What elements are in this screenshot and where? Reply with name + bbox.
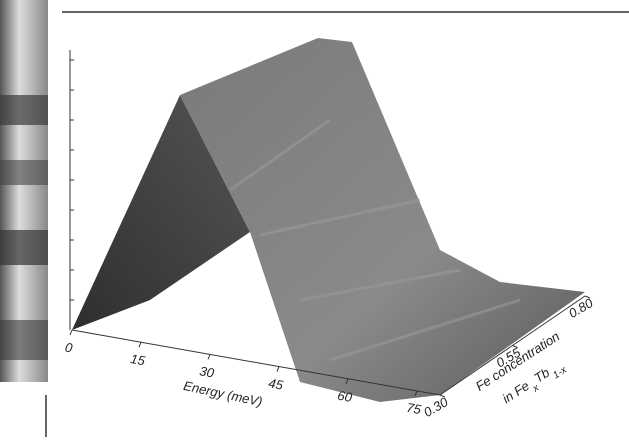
photo-strip bbox=[0, 0, 48, 382]
x-tick-label: 30 bbox=[198, 363, 216, 380]
x-tick bbox=[138, 342, 142, 348]
surface bbox=[72, 38, 585, 402]
x-tick-label: 0 bbox=[64, 340, 74, 356]
y-axis-label-part: 1-x bbox=[551, 364, 569, 381]
y-tick bbox=[439, 394, 446, 398]
x-tick-label: 15 bbox=[129, 351, 147, 368]
x-axis bbox=[71, 329, 441, 396]
y-axis-label-part: in Fe bbox=[500, 378, 532, 406]
x-tick bbox=[69, 329, 73, 336]
y-axis-label-part: x bbox=[530, 382, 542, 395]
y-axis-label-part: Tb bbox=[531, 365, 552, 386]
y-tick bbox=[584, 295, 591, 299]
x-tick-label: 75 bbox=[405, 400, 423, 417]
x-tick-label: 60 bbox=[336, 388, 354, 405]
x-tick-label: 45 bbox=[267, 375, 285, 392]
z-axis bbox=[69, 50, 74, 330]
x-tick bbox=[207, 354, 211, 360]
x-tick bbox=[345, 378, 349, 384]
x-tick bbox=[414, 390, 418, 397]
x-tick bbox=[276, 366, 280, 372]
y-tick-label: 0.30 bbox=[421, 394, 451, 420]
x-axis-label: Energy (meV) bbox=[182, 378, 264, 409]
y-tick bbox=[512, 345, 518, 348]
